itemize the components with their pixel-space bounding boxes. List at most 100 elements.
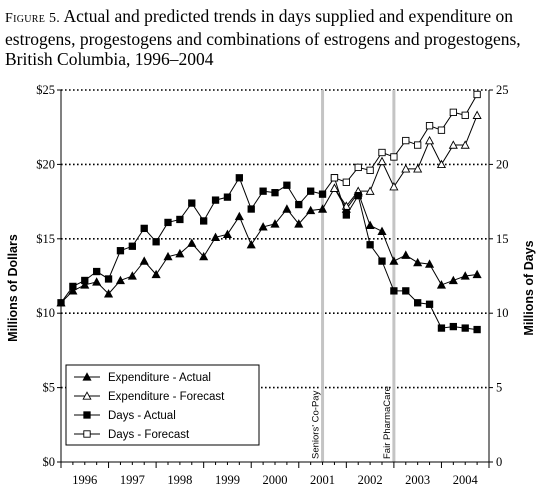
data-point-days-actual [176, 215, 184, 224]
data-point-days-forecast [366, 166, 374, 175]
data-point-expenditure-forecast [436, 159, 447, 169]
y-right-tick-label: 15 [496, 232, 509, 246]
data-point-expenditure-actual [436, 280, 447, 289]
data-point-expenditure-actual [80, 280, 90, 289]
data-point-expenditure-forecast [389, 181, 399, 191]
data-point-expenditure-actual [365, 220, 375, 230]
x-tick-label: 1999 [215, 473, 240, 487]
data-point-expenditure-actual [163, 251, 173, 261]
data-point-expenditure-forecast [448, 140, 458, 149]
data-point-days-actual [259, 187, 267, 195]
y-right-tick-label: 25 [496, 83, 509, 97]
data-point-expenditure-actual [151, 269, 161, 279]
legend-marker [83, 411, 91, 419]
axes: $0 $5 $10 $15 $20 $25 0 5 10 15 20 25 1996 1997 1998 19… [6, 83, 536, 487]
data-point-days-actual [473, 325, 481, 334]
y-right-tick-label: 10 [496, 306, 509, 320]
data-point-expenditure-actual [317, 204, 328, 213]
data-point-days-actual [402, 287, 410, 295]
y-left-tick-label: $5 [43, 381, 56, 395]
x-tick-label: 1998 [167, 473, 192, 487]
y-left-tick-label: $25 [36, 83, 55, 97]
data-point-expenditure-actual [389, 256, 399, 265]
legend-entry-label: Expenditure - Actual [108, 372, 211, 384]
data-point-expenditure-actual [199, 251, 209, 261]
data-point-expenditure-actual [187, 238, 197, 247]
data-point-expenditure-forecast [401, 164, 411, 173]
data-point-days-forecast [473, 90, 481, 99]
data-point-days-actual [342, 211, 350, 219]
y-axis-left-title: Millions of Dollars [6, 234, 20, 342]
data-point-days-actual [200, 217, 208, 225]
series-group [56, 90, 482, 334]
data-point-expenditure-actual [377, 226, 387, 236]
y-left-tick-label: $10 [36, 306, 55, 320]
data-point-days-actual [295, 200, 303, 209]
data-point-expenditure-forecast [329, 183, 340, 192]
data-point-expenditure-actual [92, 277, 102, 286]
series-days-actual [57, 174, 481, 334]
data-point-days-forecast [425, 122, 434, 130]
data-point-days-actual [116, 247, 125, 255]
data-point-days-actual [414, 299, 422, 307]
series-days-forecast [330, 90, 481, 186]
data-point-expenditure-actual [103, 289, 114, 298]
data-point-days-actual [354, 191, 362, 200]
data-point-days-forecast [330, 174, 339, 182]
data-point-expenditure-actual [222, 229, 233, 238]
data-point-days-actual [152, 238, 160, 246]
data-point-days-actual [366, 241, 374, 249]
data-point-days-actual [81, 276, 89, 285]
x-tick-label: 2004 [453, 473, 479, 487]
legend-entry-label: Days - Actual [108, 410, 176, 422]
figure-title: Figure 5. Actual and predicted trends in… [5, 6, 539, 69]
y-left-tick-label: $20 [36, 157, 55, 171]
data-point-days-forecast [342, 178, 350, 186]
data-point-expenditure-actual [294, 219, 304, 228]
data-point-expenditure-actual [127, 271, 137, 280]
y-right-tick-label: 20 [496, 157, 509, 171]
data-point-expenditure-actual [234, 211, 244, 221]
data-point-days-actual [140, 224, 148, 233]
data-point-days-actual [57, 299, 65, 307]
data-point-days-actual [449, 322, 457, 331]
data-point-expenditure-actual [210, 232, 221, 241]
data-point-days-actual [271, 189, 279, 197]
data-point-days-actual [437, 324, 446, 332]
event-markers: Seniors' Co-Pay Fair PharmaCare [311, 90, 396, 462]
y-left-tick-label: $15 [36, 232, 55, 246]
x-tick-label: 1996 [72, 473, 97, 487]
data-point-expenditure-actual [270, 219, 280, 228]
legend: Expenditure - Actual Expenditure - Foreca… [65, 364, 260, 446]
data-point-expenditure-actual [424, 259, 435, 268]
data-point-days-forecast [354, 163, 362, 172]
data-point-days-actual [128, 242, 136, 250]
data-point-days-forecast [378, 148, 386, 157]
data-point-days-forecast [437, 126, 446, 134]
data-point-expenditure-actual [448, 275, 458, 285]
data-point-expenditure-actual [460, 271, 470, 280]
data-point-expenditure-actual [401, 250, 411, 259]
data-point-days-actual [104, 275, 113, 283]
x-tick-label: 2002 [358, 473, 383, 487]
figure-title-text: Actual and predicted trends in days supp… [5, 6, 521, 69]
data-point-expenditure-forecast [413, 164, 423, 173]
data-point-expenditure-forecast [365, 186, 375, 195]
figure-label: Figure 5. [5, 11, 61, 26]
data-point-expenditure-actual [246, 240, 256, 249]
data-point-expenditure-forecast [377, 156, 387, 166]
data-point-days-actual [235, 174, 243, 182]
y-right-tick-label: 5 [496, 381, 502, 395]
data-point-days-actual [93, 267, 101, 276]
legend-box [65, 364, 260, 446]
data-point-days-actual [461, 324, 469, 332]
data-point-days-actual [318, 190, 327, 198]
data-point-days-actual [223, 193, 232, 201]
data-point-days-actual [211, 196, 220, 204]
data-point-expenditure-forecast [424, 135, 435, 145]
x-tick-label: 2003 [405, 473, 430, 487]
gridlines [61, 89, 489, 389]
y-axis-right-title: Millions of Days [522, 240, 536, 335]
legend-entry-label: Days - Forecast [108, 429, 190, 441]
